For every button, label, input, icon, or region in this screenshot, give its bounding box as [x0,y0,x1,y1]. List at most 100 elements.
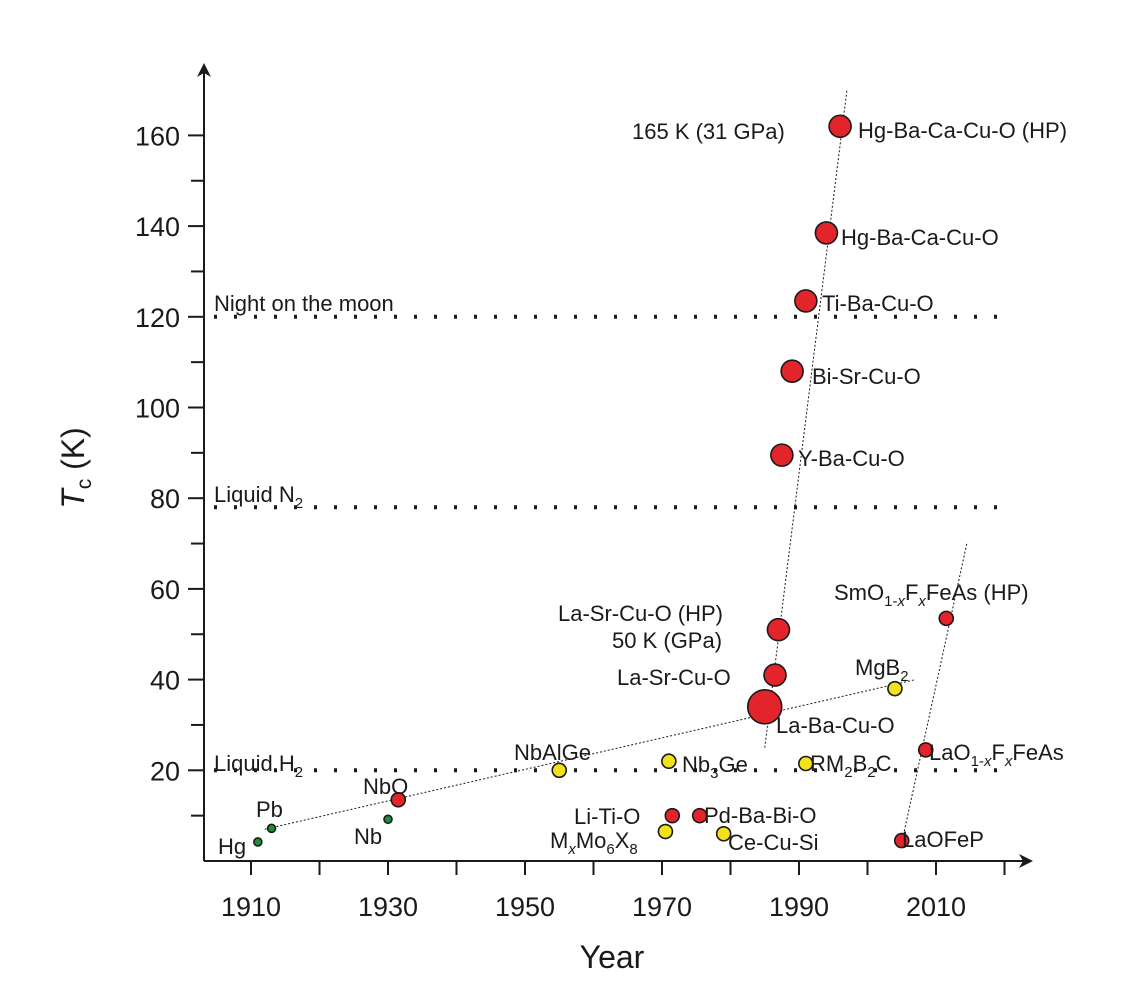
ref-label-h2: Liquid H2 [214,751,303,781]
y-tick-label: 80 [150,484,180,514]
label-laofeas-b: 1- [971,753,984,770]
label-laofeas: LaO1-xFxFeAs [929,740,1064,770]
point-y-ba-cu-o [770,443,794,467]
point-hg [253,837,263,847]
label-laofeas-c: x [983,753,992,770]
y-axis-title: Tc (K) [55,427,96,509]
x-tick-label: 1910 [221,892,281,922]
label-laofeas-d: F [991,740,1004,765]
label-smofeas: SmO1-xFxFeAs (HP) [834,580,1029,610]
label-mx-e: X [615,828,630,853]
label-mgb2: MgB2 [855,655,909,685]
label-nb: Nb [354,824,382,849]
ref-label-n2-main: Liquid N [214,482,295,507]
label-mgb2-a: MgB [855,655,900,680]
point-la-sr-cu-o [763,663,787,687]
ref-label-n2-sub: 2 [295,495,303,512]
point-ce-cu-si [715,825,732,842]
label-rm-c: B [853,751,868,776]
label-hgbacacuo-hp-note: 165 K (31 GPa) [632,119,785,144]
x-tick-label: 1950 [495,892,555,922]
label-rm-a: RM [810,751,844,776]
y-axis-title-c: c [73,479,96,490]
label-nb3ge-c: Ge [718,752,747,777]
label-mx-c: Mo [576,828,607,853]
point-nbo [390,791,407,808]
label-smofeas-b: 1- [884,593,897,610]
ref-label-moon: Night on the moon [214,291,394,316]
label-nb3ge-b: 3 [710,765,718,782]
label-smofeas-e: x [917,593,926,610]
y-axis-title-k: (K) [55,427,91,479]
label-rm-d: 2 [867,764,875,781]
x-tick-label: 1970 [632,892,692,922]
label-smofeas-c: x [896,593,905,610]
point-la-ba-cu-o [746,689,783,725]
label-laofeas-a: LaO [929,740,971,765]
label-laofeas-e: x [1004,753,1013,770]
point-pd-ba-bi-o [691,807,708,824]
point-laofep [893,832,910,849]
x-tick-label: 1990 [769,892,829,922]
label-tibacuo: Ti-Ba-Cu-O [822,291,934,316]
y-tick-label: 20 [150,756,180,786]
label-nb3ge-a: Nb [682,752,710,777]
point-lao1-xfxfeas [917,742,934,758]
y-tick-label: 140 [135,212,180,242]
label-smofeas-d: F [905,580,918,605]
y-axis-title-t: T [55,487,91,509]
y-tick-label: 40 [150,666,180,696]
label-lasrcuo: La-Sr-Cu-O [617,665,731,690]
label-smofeas-a: SmO [834,580,884,605]
label-pb: Pb [256,797,283,822]
label-rm-e: C [876,751,892,776]
ref-label-h2-main: Liquid H [214,751,295,776]
label-mxmo6x8: MxMo6X8 [550,828,638,858]
label-litio: Li-Ti-O [574,804,640,829]
x-tick-label: 1930 [358,892,418,922]
label-labacuo: La-Ba-Cu-O [776,713,895,738]
label-ybacuo: Y-Ba-Cu-O [798,446,905,471]
point-nb3ge [661,753,677,770]
point-mxmo6x8 [657,823,674,840]
data-points [253,114,955,849]
label-mx-a: M [550,828,568,853]
y-tick-label: 60 [150,575,180,605]
trend-line-cuprates [764,89,848,748]
label-lasrcuo-hp: La-Sr-Cu-O (HP) [558,601,723,626]
label-hgbacacuo-hp: Hg-Ba-Ca-Cu-O (HP) [858,118,1067,143]
label-nbalge: NbAlGe [514,740,591,765]
trend-lines [264,89,968,843]
label-smofeas-f: FeAs (HP) [926,580,1029,605]
label-laofep: LaOFeP [902,827,984,852]
label-mx-d: 6 [606,841,614,858]
label-rm2b2c: RM2B2C [810,751,892,781]
axis-tick-labels: 20 40 60 80 100 120 140 160 1910 1930 1950 1970 1990… [135,121,966,922]
label-laofeas-f: FeAs [1012,740,1063,765]
point-bi-sr-cu-o [780,359,804,384]
y-tick-label: 160 [135,121,180,151]
label-pdbabio: Pd-Ba-Bi-O [704,803,816,828]
ref-label-h2-sub: 2 [295,764,303,781]
point-mgb2 [887,680,903,697]
label-lasrcuo-hp-note: 50 K (GPa) [612,628,722,653]
x-axis-title: Year [580,939,645,975]
point-nb [383,814,393,825]
label-mx-f: 8 [629,841,637,858]
axis-ticks [188,134,1006,875]
point-li-ti-o [664,807,681,824]
point-smo1-xfxfeas-hp- [938,610,955,627]
label-rm-b: 2 [844,764,852,781]
point-hg-ba-ca-cu-o [814,221,839,245]
y-tick-label: 120 [135,303,180,333]
point-nbalge [551,762,568,779]
ref-label-n2: Liquid N2 [214,482,303,512]
label-cecusi: Ce-Cu-Si [728,830,818,855]
point-hg-ba-ca-cu-o-hp- [828,114,852,139]
label-mx-b: x [567,841,576,858]
point-pb [266,823,277,834]
label-hg: Hg [218,834,246,859]
label-bisrcuo: Bi-Sr-Cu-O [812,364,921,389]
point-la-sr-cu-o-hp- [766,617,791,642]
